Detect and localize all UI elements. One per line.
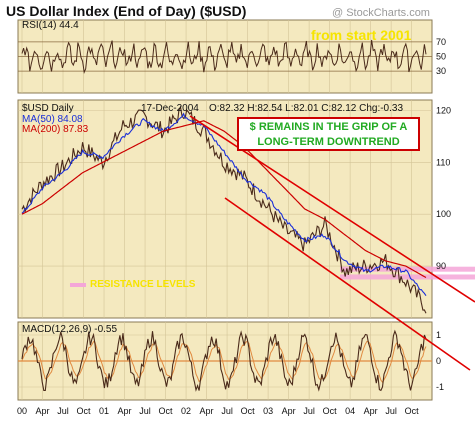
price-y-tick: 100 (436, 209, 451, 219)
resistance-legend-swatch (70, 283, 86, 287)
date-label: 17-Dec-2004 (141, 103, 199, 114)
resistance-band (340, 274, 475, 280)
x-tick-label: Oct (323, 406, 338, 416)
x-tick-label: Apr (118, 406, 132, 416)
x-tick-label: Oct (405, 406, 420, 416)
macd-signal-line (21, 340, 427, 384)
price-y-tick: 90 (436, 261, 446, 271)
x-tick-label: 01 (99, 406, 109, 416)
x-tick-label: Apr (282, 406, 296, 416)
ma200-line (21, 120, 427, 279)
channel-lower (224, 197, 471, 371)
rsi-y-tick: 50 (436, 52, 446, 62)
macd-label-group: MACD(12,26,9) -0.55 (22, 324, 117, 335)
x-tick-label: Oct (159, 406, 174, 416)
macd-line (21, 329, 427, 392)
x-tick-label: Apr (200, 406, 214, 416)
rsi-y-tick: 70 (436, 37, 446, 47)
rsi-label: RSI(14) (22, 20, 57, 31)
price-y-tick: 110 (436, 157, 450, 167)
rsi-line (21, 39, 427, 74)
x-tick-label: Jul (57, 406, 69, 416)
annotation-top: from start 2001 (311, 27, 412, 43)
x-tick-label: Jul (221, 406, 233, 416)
credit-text: @ StockCharts.com (332, 7, 430, 19)
x-tick-label: Oct (241, 406, 256, 416)
macd-label: MACD(12,26,9) (22, 324, 92, 335)
price-y-tick: 120 (436, 105, 451, 115)
x-tick-label: Jul (385, 406, 397, 416)
ma50-label: MA(50) 84.08 (22, 114, 83, 125)
resistance-label: RESISTANCE LEVELS (90, 279, 196, 290)
downtrend-line2: LONG-TERM DOWNTREND (257, 136, 400, 148)
x-tick-label: Oct (77, 406, 92, 416)
ma50-line (21, 112, 427, 297)
symbol-label: $USD Daily (22, 103, 74, 114)
rsi-value: 44.4 (59, 20, 79, 31)
x-tick-label: Apr (35, 406, 49, 416)
x-tick-label: Apr (364, 406, 378, 416)
resistance-band (340, 266, 475, 272)
macd-value: -0.55 (94, 324, 118, 335)
ma200-label: MA(200) 87.83 (22, 124, 89, 135)
macd-y-tick: -1 (436, 382, 444, 392)
x-tick-label: 03 (263, 406, 273, 416)
x-tick-label: 00 (17, 406, 27, 416)
price-line (21, 105, 427, 314)
x-tick-label: Jul (303, 406, 315, 416)
downtrend-line1: $ REMAINS IN THE GRIP OF A (249, 121, 408, 133)
chart-title: US Dollar Index (End of Day) ($USD) (6, 3, 247, 19)
downtrend-annotation: $ REMAINS IN THE GRIP OF A LONG-TERM DOW… (237, 117, 420, 151)
rsi-y-tick: 30 (436, 66, 446, 76)
ohlc-label: O:82.32 H:82.54 L:82.01 C:82.12 Chg:-0.3… (209, 103, 404, 114)
x-tick-label: Jul (139, 406, 151, 416)
rsi-label-group: RSI(14) 44.4 (22, 20, 79, 31)
x-tick-label: 04 (345, 406, 355, 416)
x-tick-label: 02 (181, 406, 191, 416)
macd-y-tick: 0 (436, 356, 441, 366)
macd-y-tick: 1 (436, 330, 441, 340)
